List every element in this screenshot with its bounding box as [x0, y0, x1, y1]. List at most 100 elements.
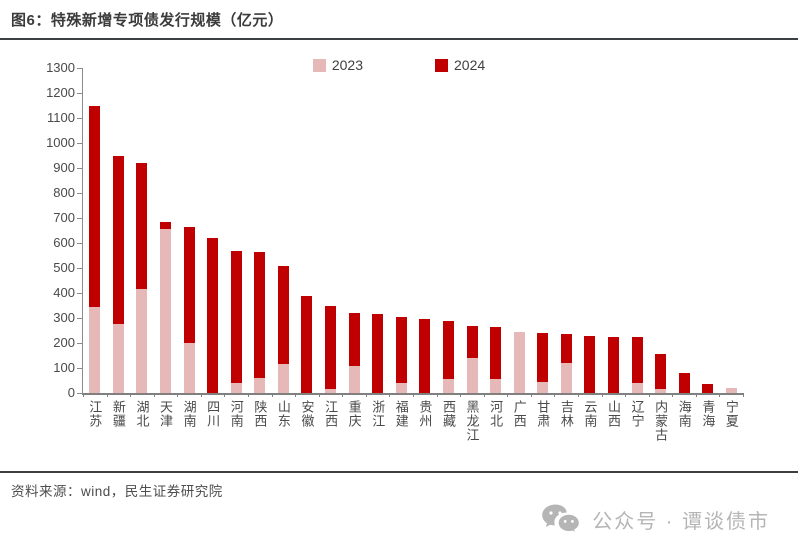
x-tick-mark [554, 393, 556, 397]
x-tick-mark [200, 393, 202, 397]
stacked-bar [254, 251, 266, 393]
bar-group-河南: 河南 [224, 68, 248, 428]
legend-item-2023: 2023 [312, 57, 363, 73]
stacked-bar [230, 250, 242, 393]
x-tick-mark [295, 393, 297, 397]
bar-segment-2023 [490, 379, 502, 393]
bar-segment-2023 [254, 378, 266, 393]
bar-group-江西: 江西 [319, 68, 343, 428]
x-category-label: 西藏 [440, 400, 456, 428]
x-category-label: 重庆 [346, 400, 362, 428]
bar-group-天津: 天津 [154, 68, 178, 428]
x-tick-mark [507, 393, 509, 397]
y-tick-mark [77, 118, 83, 119]
x-tick-mark [318, 393, 320, 397]
y-tick-mark [77, 168, 83, 169]
bar-segment-2023 [112, 324, 124, 393]
stacked-bar [325, 305, 337, 393]
stacked-bar [277, 265, 289, 393]
y-tick-label: 700 [53, 210, 75, 225]
bar-segment-2023 [537, 381, 549, 393]
bar-segment-2024 [702, 384, 714, 393]
y-tick-mark [77, 268, 83, 269]
legend-swatch-icon [435, 58, 448, 72]
bar-group-河北: 河北 [484, 68, 508, 428]
y-tick-mark [77, 318, 83, 319]
x-tick-mark [413, 393, 414, 397]
x-category-label: 内蒙古 [653, 400, 669, 442]
x-category-label: 山东 [275, 400, 291, 428]
title-underline [0, 38, 798, 40]
bar-segment-2024 [136, 163, 148, 290]
bar-segment-2024 [490, 326, 502, 380]
y-tick-mark [77, 368, 83, 369]
y-tick-label: 900 [53, 160, 75, 175]
bar-segment-2023 [89, 306, 101, 393]
y-tick-mark [77, 193, 83, 194]
bar-segment-2024 [112, 155, 124, 325]
y-tick-mark [77, 143, 83, 144]
stacked-bar [112, 155, 124, 393]
bar-segment-2024 [160, 221, 172, 230]
x-category-label: 陕西 [252, 400, 268, 428]
x-tick-mark [106, 393, 108, 397]
y-tick-label: 800 [53, 185, 75, 200]
bar-segment-2023 [325, 389, 337, 393]
bar-segment-2023 [136, 289, 148, 393]
bar-group-福建: 福建 [390, 68, 414, 428]
stacked-bar [395, 316, 407, 393]
legend-item-2024: 2024 [435, 57, 485, 73]
x-tick-mark [436, 393, 438, 397]
bar-segment-2024 [325, 305, 337, 390]
y-tick-label: 600 [53, 235, 75, 250]
bar-group-江苏: 江苏 [83, 68, 107, 428]
x-tick-mark [365, 393, 367, 397]
x-category-label: 湖北 [134, 400, 150, 428]
stacked-bar [537, 333, 549, 393]
bar-segment-2024 [372, 314, 384, 393]
stacked-bar [442, 320, 454, 393]
bar-group-湖南: 湖南 [177, 68, 201, 428]
x-tick-mark [271, 393, 273, 397]
legend-label: 2023 [331, 57, 363, 73]
stacked-bar [136, 163, 148, 393]
stacked-bar [466, 325, 478, 393]
stacked-bar [348, 313, 360, 393]
y-tick-label: 300 [53, 310, 75, 325]
stacked-bar [207, 238, 219, 393]
wechat-icon [541, 503, 581, 535]
x-tick-mark [530, 393, 532, 397]
y-tick-label: 500 [53, 260, 75, 275]
bar-group-吉林: 吉林 [555, 68, 579, 428]
bar-segment-2024 [608, 336, 619, 393]
y-tick-mark [77, 243, 83, 244]
x-category-label: 海南 [676, 400, 692, 428]
bar-segment-2024 [678, 373, 690, 393]
y-tick-label: 200 [53, 335, 75, 350]
bar-segment-2023 [160, 229, 172, 393]
stacked-bar [608, 336, 619, 393]
bar-segment-2024 [537, 333, 549, 382]
stacked-bar [560, 334, 572, 393]
stacked-bar [160, 221, 172, 393]
bar-segment-2023 [348, 365, 360, 393]
x-category-label: 甘肃 [535, 400, 551, 428]
legend-label: 2024 [454, 57, 486, 73]
x-category-label: 江苏 [87, 400, 103, 428]
x-category-label: 黑龙江 [464, 400, 480, 442]
bar-segment-2023 [277, 364, 289, 393]
stacked-bar [372, 314, 384, 393]
y-tick-mark [77, 68, 83, 69]
x-tick-mark [389, 393, 391, 397]
x-category-label: 新疆 [110, 400, 126, 428]
bar-group-安徽: 安徽 [295, 68, 319, 428]
x-category-label: 云南 [582, 400, 598, 428]
x-tick-mark [83, 393, 84, 397]
bar-segment-2024 [395, 316, 407, 383]
bar-segment-2023 [466, 358, 478, 393]
x-tick-mark [743, 393, 744, 397]
bar-group-湖北: 湖北 [130, 68, 154, 428]
bar-group-贵州: 贵州 [413, 68, 437, 428]
bar-group-西藏: 西藏 [437, 68, 461, 428]
x-category-label: 河南 [228, 400, 244, 428]
